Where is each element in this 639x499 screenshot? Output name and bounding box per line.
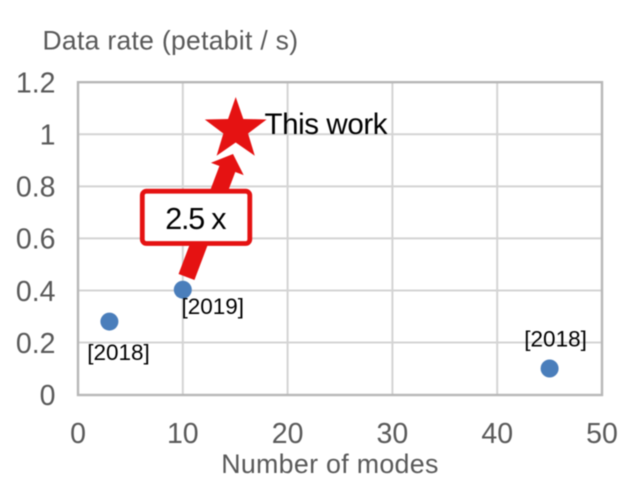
- svg-text:0.8: 0.8: [16, 172, 56, 204]
- svg-text:[2018]: [2018]: [87, 340, 150, 365]
- svg-text:Number of modes: Number of modes: [221, 449, 438, 479]
- svg-text:Data rate (petabit / s): Data rate (petabit / s): [43, 26, 299, 56]
- svg-text:[2019]: [2019]: [182, 294, 245, 319]
- svg-text:30: 30: [377, 418, 409, 450]
- svg-text:50: 50: [586, 418, 618, 450]
- svg-text:This work: This work: [265, 108, 388, 141]
- svg-text:40: 40: [481, 418, 513, 450]
- svg-text:10: 10: [167, 418, 199, 450]
- svg-text:1: 1: [40, 120, 56, 152]
- svg-text:0: 0: [70, 418, 86, 450]
- svg-text:[2018]: [2018]: [524, 327, 587, 352]
- svg-text:0.6: 0.6: [16, 224, 56, 256]
- svg-text:0.2: 0.2: [16, 328, 56, 360]
- svg-text:0.4: 0.4: [16, 276, 56, 308]
- svg-text:1.2: 1.2: [16, 68, 56, 100]
- svg-text:2.5 x: 2.5 x: [165, 202, 226, 236]
- svg-text:0: 0: [40, 380, 56, 412]
- svg-text:20: 20: [272, 418, 304, 450]
